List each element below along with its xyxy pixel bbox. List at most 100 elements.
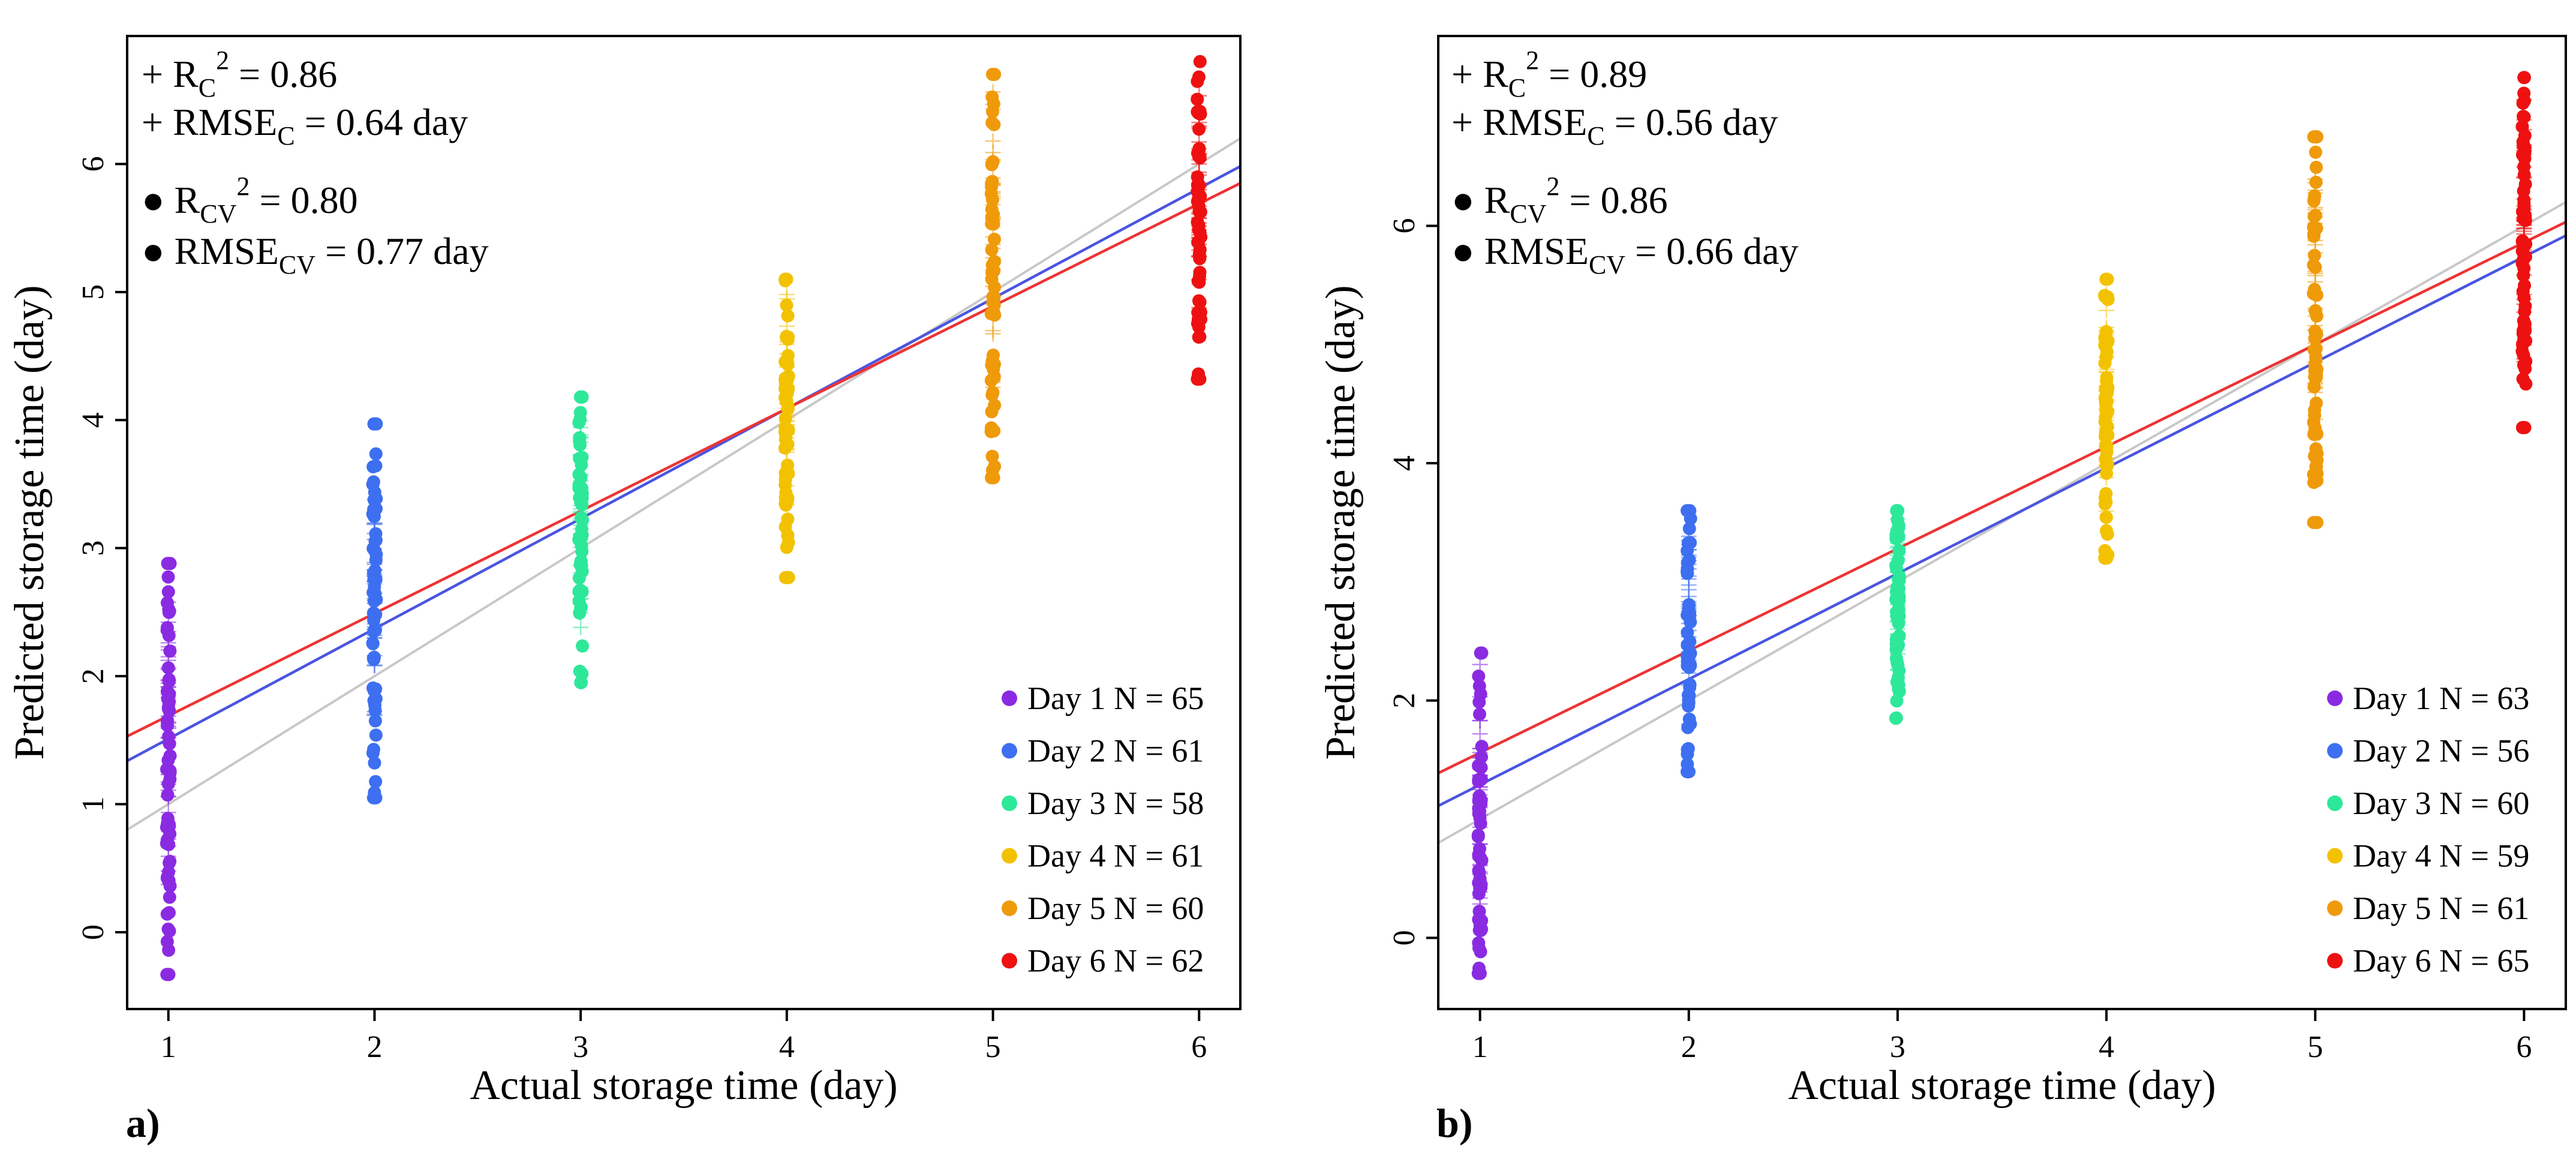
cv-point <box>1191 92 1204 106</box>
cal-point <box>1681 542 1697 558</box>
y-axis-label: Predicted storage time (day) <box>7 285 53 759</box>
cv-point <box>2518 319 2532 332</box>
cal-point <box>2307 202 2323 218</box>
legend-entry: Day 6 N = 62 <box>1027 943 1204 979</box>
y-tick-label: 1 <box>76 797 110 812</box>
cv-point <box>778 520 792 534</box>
cal-point <box>2307 354 2323 370</box>
cal-point <box>778 382 795 398</box>
cv-point <box>2517 421 2531 434</box>
cal-point <box>2099 361 2115 377</box>
cv-point <box>2099 382 2112 396</box>
panel-label: b) <box>1436 1100 1472 1146</box>
cal-point <box>985 229 1001 245</box>
legend-marker <box>1002 900 1017 916</box>
y-tick-label: 5 <box>76 284 110 300</box>
calibration-fit-line <box>127 165 1240 762</box>
y-tick-label: 4 <box>1387 455 1421 471</box>
cal-point <box>985 152 1001 168</box>
cv-point <box>573 406 587 419</box>
cal-point <box>2099 333 2115 349</box>
cal-point <box>160 789 176 805</box>
cal-point <box>160 714 176 730</box>
cv-point <box>369 682 383 696</box>
cv-point <box>367 743 381 756</box>
cv-point <box>985 388 999 402</box>
cal-point <box>573 497 589 514</box>
cv-point <box>2310 516 2323 529</box>
cv-point <box>781 536 795 550</box>
cv-point <box>781 330 795 344</box>
cv-point <box>985 463 999 477</box>
cv-point <box>1474 945 1487 959</box>
cal-point <box>1472 744 1488 761</box>
cal-point <box>2307 322 2323 338</box>
cv-point <box>781 571 795 584</box>
y-tick-label: 6 <box>1387 218 1421 233</box>
x-tick-label: 6 <box>2516 1030 2532 1064</box>
cv-point <box>369 728 383 742</box>
x-axis-label: Actual storage time (day) <box>470 1062 897 1109</box>
cal-point <box>2099 287 2115 303</box>
cal-point <box>366 657 383 673</box>
scatter-points <box>1471 71 2533 980</box>
cv-point <box>1472 669 1486 683</box>
cv-point <box>2098 415 2112 428</box>
cv-point <box>163 644 177 658</box>
stats-block: + RC2 = 0.86+ RMSEC = 0.64 day ● RCV2 = 0… <box>142 46 489 280</box>
cal-point <box>1191 271 1207 287</box>
panel-a: 1 2 3 4 5 6 0 1 2 3 4 5 6 Actual storage time (day) Pr… <box>7 35 1242 1146</box>
x-tick-label: 2 <box>1681 1030 1697 1064</box>
cv-point <box>988 280 1002 294</box>
cal-point <box>1889 641 1905 657</box>
cv-point <box>162 906 176 920</box>
stat-rc2: + RC2 = 0.89 <box>1451 46 1647 103</box>
cv-point <box>163 890 176 904</box>
legend: Day 1 N = 63 Day 2 N = 56 Day 3 N = 60 Day … <box>2327 680 2529 979</box>
cal-point <box>1681 596 1697 612</box>
cal-point <box>573 619 589 635</box>
cv-point <box>1192 331 1206 344</box>
cal-point <box>573 590 589 606</box>
cv-point <box>781 491 795 505</box>
series-day-2 <box>1680 504 1697 779</box>
cv-point <box>1475 646 1489 660</box>
one-to-one-line <box>127 137 1240 831</box>
cv-point <box>2098 497 2112 511</box>
cal-point <box>2099 412 2115 428</box>
cal-point <box>1472 713 1488 729</box>
cal-point <box>2307 376 2323 392</box>
cv-point <box>1892 518 1905 532</box>
cv-point <box>1890 694 1904 708</box>
cal-point <box>1472 726 1488 742</box>
legend-entry: Day 2 N = 56 <box>2353 733 2529 769</box>
series-day-5 <box>984 68 1002 485</box>
legend-marker <box>1002 690 1017 706</box>
legend-entry: Day 5 N = 60 <box>1027 890 1204 926</box>
cv-point <box>1683 504 1697 518</box>
cv-point <box>1682 698 1696 712</box>
cv-point <box>2518 278 2532 292</box>
x-tick-label: 5 <box>2307 1030 2323 1064</box>
cv-point <box>985 243 999 257</box>
stat-rc2: + RC2 = 0.86 <box>142 46 337 103</box>
cv-point <box>2310 130 2323 144</box>
cal-point <box>2099 469 2115 485</box>
cv-point <box>2517 71 2531 85</box>
cal-point <box>2099 392 2115 409</box>
cv-point <box>1191 235 1205 249</box>
cv-point <box>163 827 177 841</box>
cv-point <box>161 557 175 571</box>
cv-point <box>1892 629 1906 643</box>
cal-point <box>778 368 795 384</box>
series-day-3 <box>1889 504 1906 725</box>
cv-point <box>1892 574 1906 587</box>
series-day-1 <box>160 557 177 981</box>
cv-point <box>161 585 175 599</box>
stat-rmsecv: ● RMSECV = 0.66 day <box>1451 230 1799 280</box>
cv-point <box>987 362 1000 376</box>
stat-rcv2: ● RCV2 = 0.80 <box>142 172 358 229</box>
cal-point <box>1472 689 1488 705</box>
cv-point <box>1681 556 1694 569</box>
cv-point <box>1473 966 1487 980</box>
